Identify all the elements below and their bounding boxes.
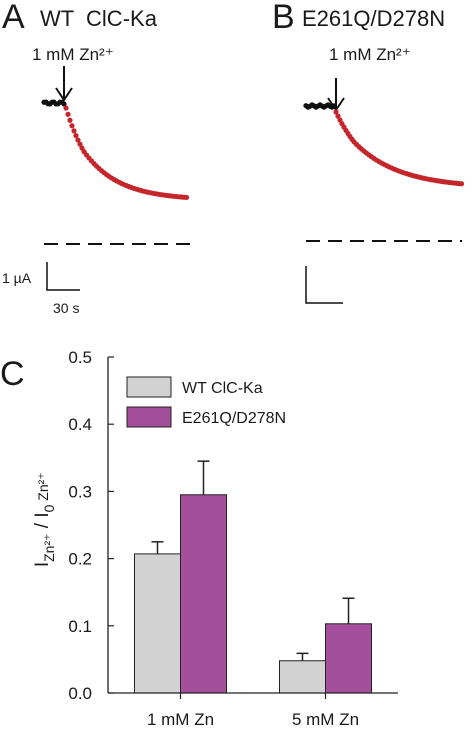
trace-point-zinc	[71, 128, 77, 134]
legend-swatch	[126, 376, 172, 398]
trace-point-zinc	[335, 113, 341, 119]
panel-a-title: WT ClC-Ka	[40, 6, 158, 31]
legend-label: WT ClC-Ka	[182, 380, 263, 397]
panel-a-scale-current-label: 1 µA	[2, 270, 32, 286]
y-tick-label: 0.0	[68, 684, 92, 703]
bar-wt-2	[279, 660, 326, 694]
y-axis-label-tail: Zn²⁺	[35, 472, 51, 504]
y-tick-label: 0.5	[68, 348, 92, 367]
panel-a-zinc-annotation: 1 mM Zn²⁺	[32, 45, 114, 64]
panel-a-scale-bar	[46, 262, 80, 291]
trace-point-baseline	[331, 103, 337, 109]
svg-text:IZn²⁺ / I0 Zn²⁺: IZn²⁺ / I0 Zn²⁺	[32, 446, 57, 604]
trace-point-zinc	[65, 111, 71, 117]
x-tick-label: 1 mM Zn	[147, 710, 214, 729]
panel-b-zinc-annotation: 1 mM Zn²⁺	[329, 45, 411, 64]
y-tick-label: 0.3	[68, 482, 92, 501]
trace-point-zinc	[333, 109, 339, 115]
error-bar	[296, 652, 309, 661]
bar-chart: 1 mM Zn 5 mM Zn 0.0 0.1 0.2 0.3 0.4 0.5 WT ClC-…	[68, 348, 398, 729]
panel-b-scale-bar	[305, 266, 343, 304]
trace-point-zinc	[67, 117, 73, 123]
panel-c-letter: C	[0, 355, 25, 393]
bar-mutant-2	[325, 623, 372, 694]
panel-b-current-trace	[303, 102, 465, 187]
panel-b-title: E261Q/D278N	[302, 6, 445, 31]
trace-point-zinc	[458, 181, 465, 187]
error-bar	[342, 597, 355, 624]
bar-mutant-1	[180, 494, 227, 694]
panel-a-scale-time-label: 30 s	[53, 300, 79, 316]
panel-a-current-trace	[41, 99, 190, 201]
legend-swatch	[126, 406, 172, 428]
y-tick-label: 0.4	[68, 415, 92, 434]
trace-point-zinc	[183, 194, 190, 201]
trace-point-zinc	[63, 105, 69, 111]
y-axis-label-main: I	[32, 562, 53, 567]
trace-point-zinc	[73, 133, 79, 139]
y-tick-label: 0.1	[68, 617, 92, 636]
legend-label: E261Q/D278N	[182, 410, 286, 427]
y-axis-label-mid: / I	[32, 512, 53, 533]
x-tick-label: 5 mM Zn	[292, 710, 359, 729]
y-axis-label-sub1: Zn²⁺	[41, 533, 57, 561]
legend: WT ClC-Ka E261Q/D278N	[126, 376, 286, 428]
panel-a-arrow	[55, 66, 73, 102]
panel-b-letter: B	[272, 0, 295, 36]
error-bar	[151, 541, 164, 554]
error-bar	[197, 460, 210, 495]
y-axis-label-sub2: 0	[41, 504, 57, 512]
trace-point-zinc	[69, 123, 75, 129]
trace-point-zinc	[75, 137, 81, 143]
y-axis-label: IZn²⁺ / I0 Zn²⁺	[32, 446, 57, 604]
y-tick-label: 0.2	[68, 550, 92, 569]
trace-point-baseline	[61, 101, 67, 107]
panel-a-letter: A	[2, 0, 25, 36]
trace-point-zinc	[77, 141, 83, 147]
bar-wt-1	[134, 553, 181, 694]
